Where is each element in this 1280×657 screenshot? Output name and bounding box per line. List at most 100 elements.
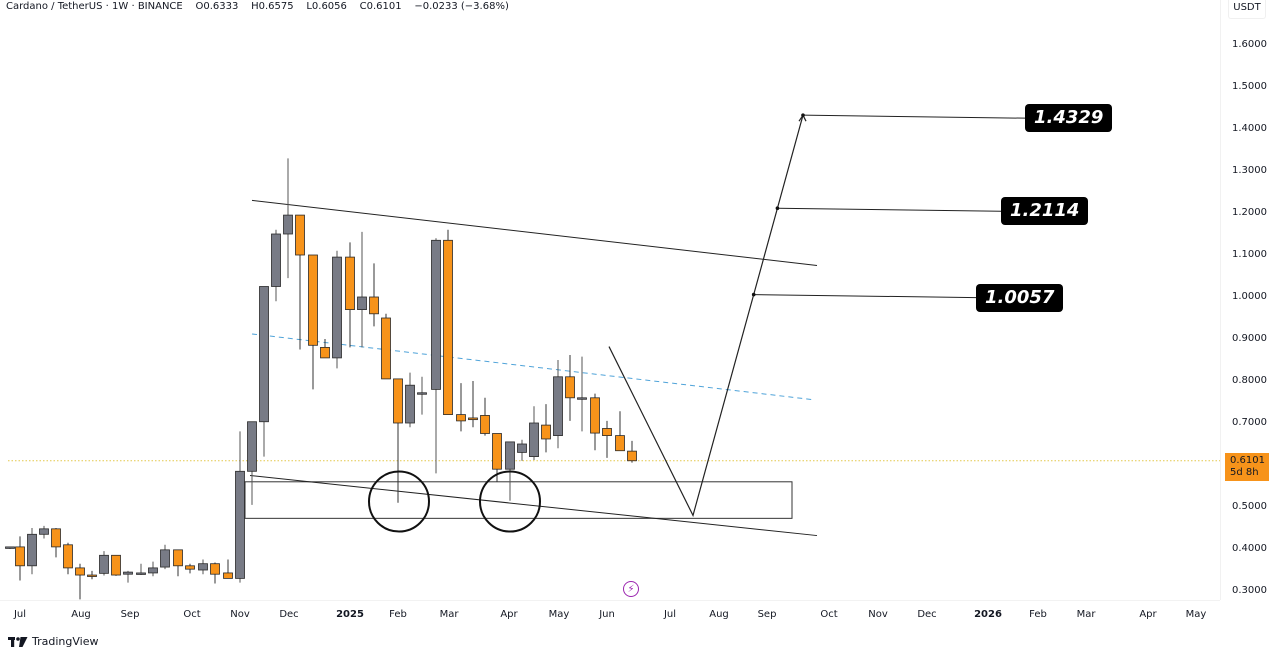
separator: · — [105, 1, 113, 12]
candle-body — [345, 256, 355, 311]
ohlc-low: L0.6056 — [306, 1, 347, 12]
time-tick: Jun — [599, 609, 615, 620]
price-tick: 1.3000 — [1232, 165, 1267, 176]
price-tick: 0.8000 — [1232, 375, 1267, 386]
time-tick: 2025 — [336, 609, 364, 620]
candle-body — [87, 574, 97, 577]
time-tick: May — [1185, 609, 1207, 620]
candle-body — [332, 256, 342, 359]
candle-body — [456, 414, 466, 422]
price-axis[interactable] — [1220, 0, 1280, 600]
time-tick: Nov — [868, 609, 888, 620]
candlestick-chart[interactable] — [0, 0, 1220, 600]
bar-countdown: 5d 8h — [1230, 467, 1259, 478]
time-tick: Sep — [120, 609, 140, 620]
separator: · — [131, 1, 138, 12]
candle-body — [185, 565, 195, 570]
channel-bottom-line — [249, 475, 818, 537]
currency-unit-button[interactable]: USDT — [1228, 0, 1266, 19]
candle-body — [393, 378, 403, 424]
candle-body — [529, 422, 539, 457]
candle-body — [148, 567, 158, 574]
tradingview-logo-icon — [8, 636, 28, 647]
ohlc-open: O0.6333 — [195, 1, 239, 12]
ohlc-change: −0.0233 (−3.68%) — [414, 1, 509, 12]
candle-body — [123, 571, 133, 575]
candle-body — [136, 572, 146, 575]
brand-name: TradingView — [32, 635, 99, 648]
candle-body — [517, 443, 527, 453]
candle-body — [75, 567, 85, 576]
price-tick: 0.3000 — [1232, 585, 1267, 596]
lightning-event-icon[interactable]: ⚡ — [623, 581, 639, 597]
time-tick: May — [548, 609, 570, 620]
candle-body — [381, 317, 391, 380]
time-tick: Jul — [13, 609, 27, 620]
time-tick: Apr — [1139, 609, 1157, 620]
time-tick: Aug — [71, 609, 91, 620]
candle-body — [51, 528, 61, 548]
candle-body — [405, 384, 415, 424]
price-tick: 1.4000 — [1232, 123, 1267, 134]
time-tick: Dec — [917, 609, 937, 620]
symbol-name[interactable]: Cardano / TetherUS — [6, 1, 103, 12]
candle-body — [173, 549, 183, 567]
ohlc-close: C0.6101 — [359, 1, 402, 12]
candle-body — [369, 296, 379, 315]
symbol-header: Cardano / TetherUS · 1W · BINANCE O0.633… — [6, 1, 509, 12]
time-tick: Sep — [757, 609, 777, 620]
candle-body — [417, 392, 427, 395]
candle-body — [320, 346, 330, 359]
target-dot — [775, 206, 780, 211]
price-tick: 1.1000 — [1232, 249, 1267, 260]
price-tick: 1.6000 — [1232, 39, 1267, 50]
price-tick: 0.4000 — [1232, 543, 1267, 554]
candle-body — [271, 233, 281, 287]
time-tick: Aug — [709, 609, 729, 620]
target-dot — [751, 292, 756, 297]
price-tick: 0.9000 — [1232, 333, 1267, 344]
time-tick: Jul — [663, 609, 677, 620]
candle-body — [160, 549, 170, 568]
candle-body — [443, 239, 453, 416]
candle-body — [565, 376, 575, 399]
highlight-circle — [479, 470, 541, 533]
target-price-badge[interactable]: 1.2114 — [1001, 197, 1089, 226]
time-tick: Feb — [1029, 609, 1047, 620]
price-tick: 0.7000 — [1232, 417, 1267, 428]
candle-body — [577, 397, 587, 400]
time-axis[interactable] — [0, 600, 1220, 627]
last-price-value: 0.6101 — [1230, 455, 1265, 466]
candle-body — [198, 563, 208, 571]
target-leader-line — [777, 207, 1002, 212]
candle-body — [541, 424, 551, 440]
candle-body — [223, 572, 233, 579]
target-price-badge[interactable]: 1.4329 — [1025, 104, 1113, 133]
time-tick: Feb — [389, 609, 407, 620]
candle-body — [615, 435, 625, 452]
time-tick: Oct — [820, 609, 838, 620]
candle-body — [247, 421, 257, 472]
price-tick: 0.5000 — [1232, 501, 1267, 512]
exchange: BINANCE — [137, 1, 183, 12]
time-tick: Nov — [230, 609, 250, 620]
time-tick: Mar — [1076, 609, 1096, 620]
candle-body — [590, 397, 600, 434]
tradingview-logo[interactable]: TradingView — [8, 635, 98, 648]
price-tick: 1.0000 — [1232, 291, 1267, 302]
candle-body — [505, 441, 515, 470]
interval[interactable]: 1W — [112, 1, 129, 12]
target-price-badge[interactable]: 1.0057 — [976, 283, 1064, 312]
ohlc-high: H0.6575 — [251, 1, 294, 12]
candle-body — [259, 286, 269, 423]
target-leader-line — [802, 114, 1026, 119]
last-price-label: 0.6101 5d 8h — [1225, 453, 1269, 481]
candle-body — [308, 254, 318, 346]
candle-body — [15, 546, 25, 567]
candle-body — [553, 376, 563, 436]
time-tick: Dec — [279, 609, 299, 620]
candle-body — [602, 428, 612, 436]
candle-body — [431, 239, 441, 390]
candle-body — [480, 415, 490, 434]
candle-body — [468, 417, 478, 421]
